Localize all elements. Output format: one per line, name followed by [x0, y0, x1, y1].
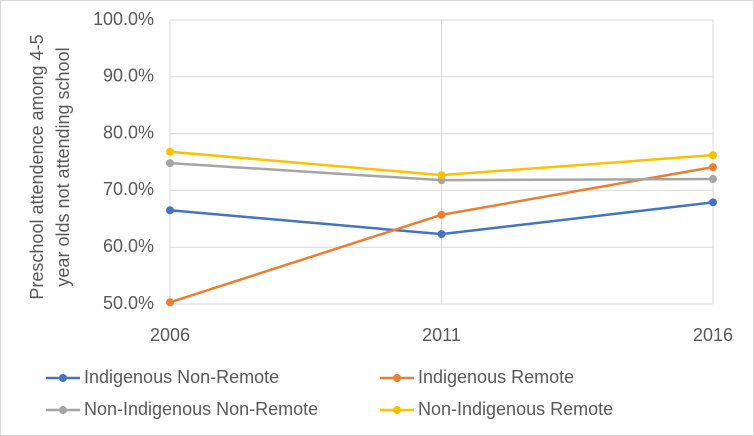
x-tick-label: 2011 [422, 325, 461, 345]
y-axis-label: Preschool attendence among 4-5 [27, 34, 47, 299]
data-point [437, 230, 446, 239]
data-point [709, 198, 717, 207]
legend-label: Indigenous Remote [418, 367, 574, 387]
y-tick-label: 80.0% [103, 122, 154, 142]
y-tick-label: 50.0% [103, 293, 154, 313]
y-tick-label: 90.0% [103, 66, 154, 86]
y-tick-label: 70.0% [103, 179, 154, 199]
legend-label: Non-Indigenous Remote [418, 399, 613, 419]
data-point [166, 159, 174, 168]
legend-marker [59, 406, 67, 414]
y-axis-label: year olds not attending school [53, 47, 73, 286]
legend-marker [393, 406, 401, 414]
data-point [166, 206, 174, 215]
x-tick-label: 2016 [693, 325, 733, 345]
data-point [437, 210, 446, 219]
y-tick-label: 60.0% [103, 236, 154, 256]
data-point [437, 171, 446, 180]
data-point [709, 163, 717, 172]
data-point [166, 147, 174, 156]
data-point [166, 298, 174, 307]
y-tick-label: 100.0% [93, 9, 154, 29]
x-tick-label: 2006 [150, 325, 190, 345]
data-point [709, 151, 717, 160]
data-point [709, 175, 717, 184]
legend-marker [393, 374, 401, 382]
legend-label: Non-Indigenous Non-Remote [84, 399, 318, 419]
legend-label: Indigenous Non-Remote [84, 367, 279, 387]
legend-marker [59, 374, 67, 382]
